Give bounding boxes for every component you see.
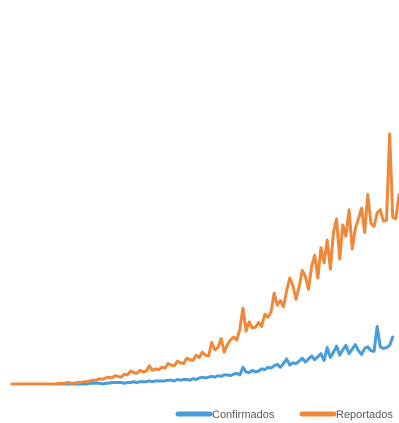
legend-label-reportados: Reportados — [336, 409, 393, 421]
plot-area — [10, 132, 399, 386]
series-line-confirmados — [10, 324, 395, 386]
legend: Confirmados Reportados — [175, 409, 393, 421]
legend-label-confirmados: Confirmados — [212, 409, 275, 421]
series-line-reportados — [10, 132, 399, 386]
